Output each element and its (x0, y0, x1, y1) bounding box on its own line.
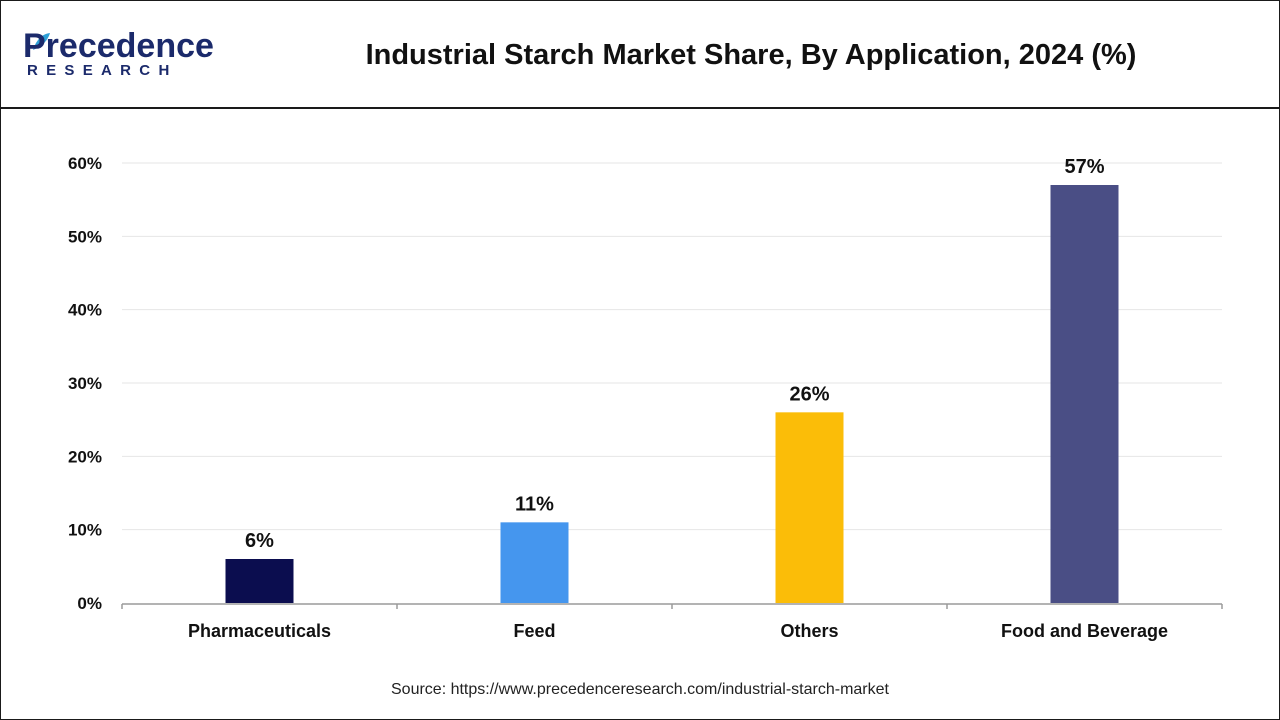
bar (225, 559, 294, 603)
header: Precedence RESEARCH Industrial Starch Ma… (1, 1, 1279, 109)
x-tick-label: Feed (513, 621, 555, 641)
bar (775, 412, 844, 603)
y-tick-label: 10% (68, 521, 102, 540)
x-tick-label: Others (780, 621, 838, 641)
source-note: Source: https://www.precedenceresearch.c… (391, 681, 889, 698)
x-tick-label: Pharmaceuticals (188, 621, 331, 641)
bar (500, 522, 569, 603)
chart-title: Industrial Starch Market Share, By Appli… (365, 39, 1137, 71)
leaf-icon (33, 33, 50, 50)
brand-logo: Precedence RESEARCH (23, 29, 223, 85)
y-tick-label: 40% (68, 301, 102, 320)
y-tick-label: 50% (68, 227, 102, 246)
x-tick-label: Food and Beverage (1001, 621, 1168, 641)
bar-chart: 0% 10% 20% 30% 40% 50% 60% 6% Pharmaceuticals 11%… (68, 154, 1223, 641)
data-label: 26% (789, 383, 829, 405)
y-tick-label: 30% (68, 374, 102, 393)
y-tick-label: 60% (68, 154, 102, 173)
y-tick-label: 0% (77, 594, 102, 613)
data-label: 6% (245, 530, 274, 552)
y-tick-label: 20% (68, 447, 102, 466)
logo-subtitle: RESEARCH (27, 62, 178, 79)
data-label: 11% (515, 493, 554, 515)
logo-wordmark: Precedence (23, 27, 214, 65)
bar (1050, 185, 1119, 603)
data-label: 57% (1064, 156, 1104, 178)
